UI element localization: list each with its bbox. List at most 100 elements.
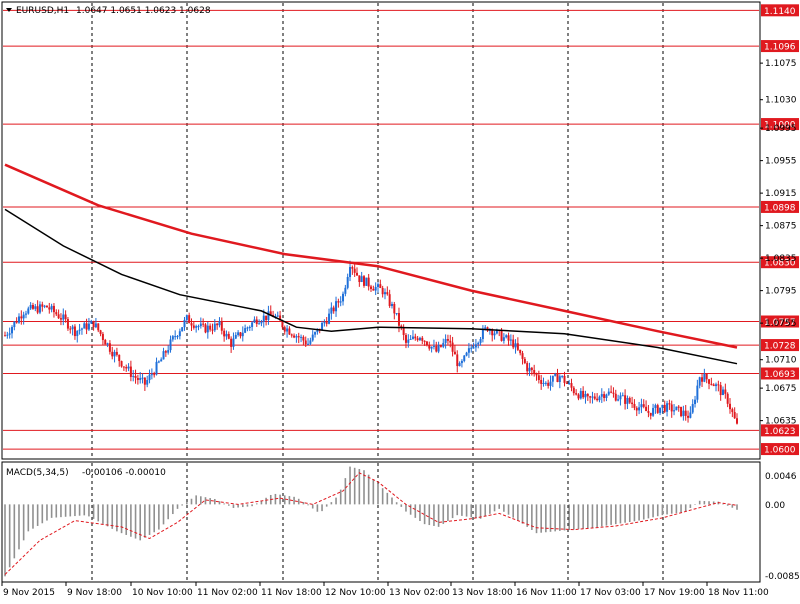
horizontal-lines-layer <box>3 9 759 450</box>
candle-body <box>108 343 111 352</box>
candle-body <box>684 410 687 416</box>
candle-body <box>435 345 438 352</box>
candle-body <box>164 351 167 353</box>
candle-body <box>325 322 328 324</box>
candle-body <box>519 349 522 354</box>
price-tag-bg <box>761 367 799 380</box>
candle-body <box>472 347 475 349</box>
macd-histogram-bar <box>144 504 146 538</box>
candle-body <box>99 330 102 334</box>
macd-histogram-bar <box>227 504 230 506</box>
candle-body <box>52 305 55 313</box>
candle-body <box>556 374 559 383</box>
candle-body <box>192 325 195 328</box>
candle-body <box>689 412 692 418</box>
macd-histogram-bar <box>400 504 403 507</box>
candle-body <box>176 336 179 338</box>
candle-body <box>248 327 251 329</box>
price-tag-bg <box>761 118 799 131</box>
candle-body <box>87 323 90 330</box>
candle-body <box>225 333 228 337</box>
candle-body <box>178 331 181 337</box>
macd-histogram-bar <box>358 468 361 505</box>
candle-body <box>136 377 139 381</box>
candle-body <box>255 319 258 324</box>
candle-body <box>211 329 214 331</box>
candle-body <box>619 395 622 400</box>
candle-body <box>607 391 610 395</box>
candle-body <box>251 322 254 328</box>
candle-body <box>300 336 303 338</box>
candle-body <box>8 333 11 335</box>
macd-histogram-bar <box>50 504 53 518</box>
candle-body <box>446 338 449 341</box>
macd-histogram-bar <box>479 504 482 519</box>
candle-body <box>253 319 256 323</box>
candle-body <box>220 321 223 331</box>
macd-histogram-bar <box>223 503 225 505</box>
symbol-dropdown-icon[interactable] <box>6 8 12 12</box>
candle-body <box>717 384 720 386</box>
macd-histogram-bar <box>69 504 72 517</box>
candle-body <box>6 334 9 336</box>
macd-histogram-bar <box>381 488 384 505</box>
macd-histogram-bar <box>344 478 347 505</box>
price-tick-label: 1.1075 <box>765 59 797 69</box>
price-tick-label: 1.0635 <box>765 417 797 427</box>
macd-histogram-bar <box>600 504 603 527</box>
candle-body <box>134 375 137 378</box>
candle-body <box>69 328 72 330</box>
candle-body <box>129 366 132 377</box>
candle-body <box>642 404 645 407</box>
macd-histogram-bar <box>321 504 323 512</box>
candle-body <box>370 286 372 289</box>
candle-body <box>575 393 578 395</box>
candle-body <box>579 390 582 399</box>
candle-body <box>27 308 30 314</box>
candle-body <box>570 383 573 388</box>
macd-histogram-bar <box>614 504 617 525</box>
candle-body <box>708 379 711 384</box>
macd-histogram-bar <box>74 504 76 517</box>
macd-histogram-bar <box>670 504 673 514</box>
candle-body <box>293 335 296 338</box>
candle-body <box>232 338 235 347</box>
candle-body <box>505 335 508 338</box>
candle-body <box>638 407 641 411</box>
candle-body <box>143 377 146 385</box>
candle-body <box>551 375 554 382</box>
candle-body <box>484 327 487 329</box>
candle-body <box>328 313 331 324</box>
candle-body <box>719 385 722 396</box>
macd-histogram-bar <box>130 504 132 537</box>
candle-body <box>516 343 519 350</box>
price-tag-bg <box>761 424 799 437</box>
candle-body <box>349 267 352 278</box>
macd-histogram-bar <box>32 504 34 529</box>
macd-axis-bottom: -0.00852 <box>765 572 800 582</box>
price-tag-label: 1.0600 <box>764 446 796 456</box>
macd-pane-frame <box>1 461 761 583</box>
macd-histogram-bar <box>22 504 25 541</box>
candle-body <box>675 406 678 411</box>
macd-histogram-bar <box>698 500 701 505</box>
macd-histogram-bar <box>642 504 645 520</box>
macd-histogram-bar <box>428 504 431 526</box>
candle-body <box>213 323 216 331</box>
candle-body <box>591 396 594 398</box>
price-tag-bg <box>761 256 799 269</box>
candle-body <box>470 347 473 349</box>
candle-body <box>218 321 221 326</box>
candle-body <box>414 336 417 339</box>
candle-body <box>544 382 547 384</box>
macd-histogram-bar <box>628 504 631 522</box>
candle-body <box>85 323 88 330</box>
candle-body <box>577 394 580 399</box>
candle-body <box>80 328 83 330</box>
candle-body <box>66 319 69 329</box>
price-axis-layer: 1.11401.10961.10001.08981.08301.07571.07… <box>760 4 799 456</box>
macd-histogram-bar <box>241 504 244 508</box>
macd-histogram-bar <box>134 504 137 539</box>
